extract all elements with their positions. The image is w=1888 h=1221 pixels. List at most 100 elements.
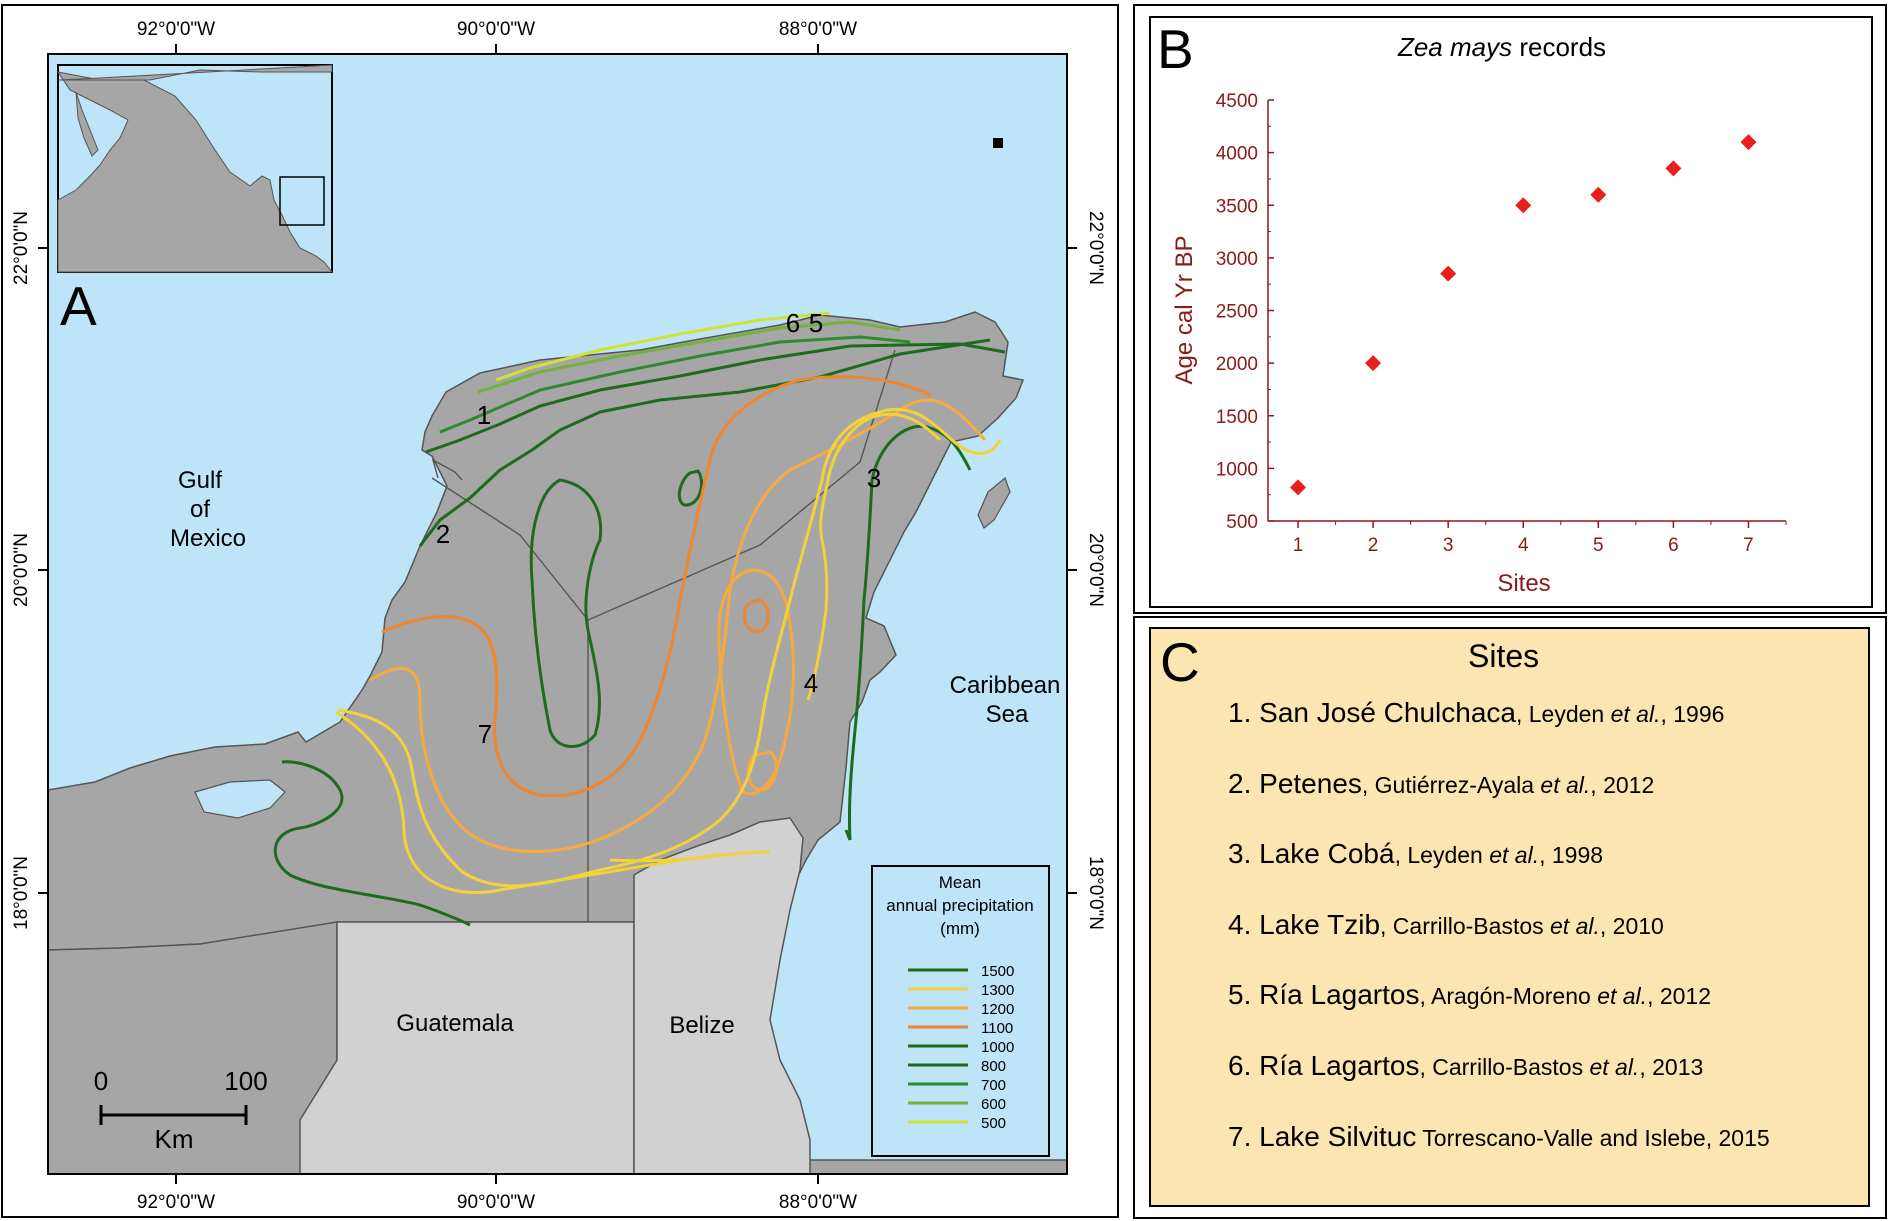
- legend-label-2: 1200: [981, 1001, 1014, 1018]
- site-item-reference: , Gutiérrez-Ayala: [1361, 771, 1541, 798]
- inset-map: [56, 64, 334, 273]
- belize-label: Belize: [669, 1012, 734, 1039]
- site-item-reference: , Carrillo-Bastos: [1380, 912, 1551, 939]
- graticule-ticks: [38, 44, 1077, 1184]
- site-item-reference: Torrescano-Valle and Islebe, 2015: [1416, 1124, 1770, 1151]
- longitude-labels: 92°0'0"W 90°0'0"W 88°0'0"W 92°0'0"W 90°0…: [137, 19, 857, 1213]
- site-item-name: Lake Silvituc: [1259, 1120, 1417, 1152]
- site-label-2: 2: [436, 519, 450, 549]
- site-label-1: 1: [477, 400, 491, 430]
- caribbean-label-line1: Caribbean: [950, 672, 1061, 699]
- legend-items: 1500 1300 1200 1100 1000 800 700 600 500: [908, 963, 1014, 1132]
- lat-label-left-18n: 18°0'0"N: [11, 856, 32, 930]
- scale-start-label: 0: [94, 1066, 108, 1096]
- legend-label-6: 700: [981, 1077, 1006, 1094]
- guatemala-land: [299, 921, 635, 1174]
- lat-label-left-20n: 20°0'0"N: [11, 533, 32, 607]
- site-item-reference-year: , 2013: [1639, 1053, 1704, 1080]
- site-label-5: 5: [809, 308, 823, 338]
- isohyet-lines: [273, 311, 1006, 927]
- lat-label-right-22n: 22°0'0"N: [1085, 211, 1106, 285]
- lat-label-left-22n: 22°0'0"N: [11, 211, 32, 285]
- water-labels: Gulf of Mexico Caribbean Sea: [170, 467, 1060, 728]
- legend-label-0: 1500: [981, 963, 1014, 980]
- lat-label-right-20n: 20°0'0"N: [1085, 533, 1106, 607]
- site-item-reference: , Aragón-Moreno: [1419, 983, 1598, 1010]
- lat-label-right-18n: 18°0'0"N: [1085, 856, 1106, 930]
- scale-unit-label: Km: [155, 1124, 194, 1154]
- site-list: 1. San José Chulchaca, Leyden et al., 19…: [1228, 697, 1770, 1195]
- site-item-1: 1. San José Chulchaca, Leyden et al., 19…: [1228, 697, 1770, 771]
- site-item-reference-italic: et al.: [1589, 1053, 1640, 1080]
- site-item-name: Lake Tzib: [1259, 908, 1381, 940]
- inset-mexico-land: [56, 71, 334, 273]
- legend-label-7: 600: [981, 1096, 1006, 1113]
- site-item-number: 5.: [1228, 979, 1260, 1011]
- site-item-2: 2. Petenes, Gutiérrez-Ayala et al., 2012: [1228, 767, 1770, 842]
- precipitation-legend: Mean annual precipitation (mm) 1500 1300 1…: [871, 865, 1050, 1157]
- site-item-reference: , Carrillo-Bastos: [1419, 1053, 1590, 1080]
- gulf-label-line3: Mexico: [170, 525, 246, 552]
- site-item-reference-italic: et al.: [1597, 983, 1648, 1010]
- legend-title-line2: annual precipitation: [886, 896, 1033, 915]
- site-item-name: Ría Lagartos: [1259, 979, 1420, 1011]
- laguna-de-terminos: [194, 779, 286, 819]
- lon-label-top-90w: 90°0'0"W: [457, 19, 535, 40]
- site-item-number: 4.: [1228, 908, 1260, 940]
- scale-end-label: 100: [224, 1066, 267, 1096]
- site-item-reference-italic: et al.: [1550, 912, 1600, 939]
- site-item-4: 4. Lake Tzib, Carrillo-Bastos et al., 20…: [1228, 908, 1770, 983]
- site-item-reference: , Leyden: [1394, 842, 1490, 869]
- site-item-reference: , Leyden: [1515, 701, 1611, 727]
- site-item-reference-italic: et al.: [1610, 701, 1661, 727]
- site-item-reference-italic: et al.: [1540, 771, 1591, 798]
- legend-title-line3: (mm): [940, 919, 980, 938]
- inset-highlight-box: [279, 176, 325, 226]
- belize-land: [633, 817, 811, 1174]
- country-labels: Guatemala Belize: [396, 1010, 734, 1039]
- site-item-7: 7. Lake Silvituc Torrescano-Valle and Is…: [1228, 1120, 1770, 1195]
- legend-label-3: 1100: [981, 1020, 1013, 1037]
- site-item-reference-year: , 2010: [1599, 912, 1664, 939]
- site-label-6: 6: [786, 308, 800, 338]
- scale-bar: 0 100 Km: [94, 1066, 268, 1154]
- site-label-3: 3: [867, 463, 881, 493]
- site-item-reference-year: , 2012: [1590, 771, 1655, 798]
- chart-panel-frame: [1133, 4, 1887, 614]
- site-item-number: 7.: [1228, 1120, 1260, 1152]
- lon-label-top-88w: 88°0'0"W: [779, 19, 857, 40]
- site-item-6: 6. Ría Lagartos, Carrillo-Bastos et al.,…: [1228, 1049, 1770, 1124]
- sites-title: Sites: [1468, 638, 1540, 674]
- site-item-number: 3.: [1228, 838, 1260, 870]
- site-item-reference-italic: et al.: [1489, 842, 1540, 869]
- site-item-number: 2.: [1228, 767, 1260, 799]
- panel-letter-a: A: [60, 275, 97, 337]
- site-label-7: 7: [478, 719, 492, 749]
- site-item-reference-year: , 1996: [1660, 701, 1725, 727]
- state-borders: [431, 349, 896, 922]
- legend-label-4: 1000: [981, 1039, 1014, 1056]
- site-item-name: Ría Lagartos: [1259, 1049, 1420, 1081]
- site-marker-square: [993, 138, 1003, 148]
- sites-panel: [1149, 627, 1870, 1207]
- legend-title-line1: Mean: [939, 873, 982, 892]
- site-label-4: 4: [804, 668, 818, 698]
- site-item-5: 5. Ría Lagartos, Aragón-Moreno et al., 2…: [1228, 979, 1770, 1053]
- site-item-number: 6.: [1228, 1049, 1260, 1081]
- cozumel-island: [977, 476, 1011, 529]
- lon-label-bottom-92w: 92°0'0"W: [137, 1192, 215, 1213]
- guatemala-label: Guatemala: [396, 1010, 514, 1037]
- lon-label-bottom-88w: 88°0'0"W: [779, 1192, 857, 1213]
- lon-label-bottom-90w: 90°0'0"W: [457, 1192, 535, 1213]
- site-number-labels: 1 2 3 4 6 5 7: [436, 308, 881, 749]
- site-item-name: San José Chulchaca: [1259, 697, 1516, 728]
- site-item-name: Petenes: [1259, 767, 1362, 799]
- caribbean-label-line2: Sea: [986, 701, 1029, 728]
- site-item-reference-year: , 1998: [1539, 842, 1604, 869]
- site-item-number: 1.: [1228, 697, 1260, 728]
- panel-letter-c: C: [1160, 631, 1200, 693]
- site-item-name: Lake Cobá: [1259, 838, 1395, 870]
- map-border: [47, 53, 1068, 1175]
- legend-label-5: 800: [981, 1058, 1006, 1075]
- legend-label-1: 1300: [981, 982, 1014, 999]
